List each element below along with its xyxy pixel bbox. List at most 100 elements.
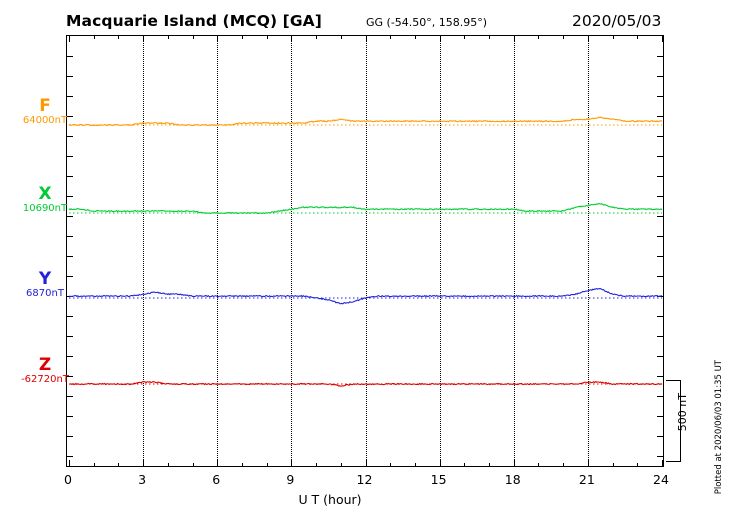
y-tick-right xyxy=(657,256,664,257)
component-baseline-X: 10690nT xyxy=(22,203,68,214)
y-tick-right xyxy=(657,396,664,397)
y-tick-right xyxy=(657,456,664,457)
x-tick-10 xyxy=(316,463,318,467)
component-baseline-Y: 6870nT xyxy=(26,288,64,299)
x-tick-top-20 xyxy=(563,35,565,39)
y-tick-left xyxy=(66,116,73,117)
scale-bar xyxy=(666,380,682,462)
x-tick-label-12: 12 xyxy=(356,472,373,487)
x-tick-top-2 xyxy=(118,35,120,39)
x-tick-label-15: 15 xyxy=(430,472,447,487)
x-tick-top-5 xyxy=(192,35,194,39)
x-tick-19 xyxy=(538,463,540,467)
x-tick-12 xyxy=(365,460,367,467)
y-tick-left xyxy=(66,256,73,257)
x-tick-4 xyxy=(167,463,169,467)
trace-layer xyxy=(68,116,663,387)
grid-line-3 xyxy=(143,36,145,466)
y-tick-right xyxy=(657,436,664,437)
x-tick-14 xyxy=(414,463,416,467)
x-tick-top-23 xyxy=(637,35,639,39)
component-letter-Z: Z xyxy=(38,355,52,375)
y-tick-left xyxy=(66,276,73,277)
trace-F xyxy=(68,116,663,127)
x-tick-5 xyxy=(192,463,194,467)
x-tick-top-7 xyxy=(241,35,243,39)
y-tick-right xyxy=(657,376,664,377)
y-tick-left xyxy=(66,156,73,157)
x-tick-13 xyxy=(390,463,392,467)
plot-inner xyxy=(66,35,664,467)
x-tick-20 xyxy=(563,463,565,467)
x-tick-17 xyxy=(489,463,491,467)
scale-bar-top-tick xyxy=(666,380,681,381)
x-tick-21 xyxy=(587,460,589,467)
y-tick-left xyxy=(66,456,73,457)
x-tick-label-3: 3 xyxy=(138,472,147,487)
trace-X xyxy=(68,202,663,215)
y-tick-right xyxy=(657,416,664,417)
x-tick-top-15 xyxy=(439,35,441,42)
trace-Z xyxy=(68,380,663,387)
x-tick-15 xyxy=(439,460,441,467)
x-tick-top-9 xyxy=(291,35,293,42)
plotted-at-label: Plotted at 2020/06/03 01:35 UT xyxy=(714,360,724,495)
y-tick-right xyxy=(657,56,664,57)
x-tick-8 xyxy=(266,463,268,467)
y-tick-right xyxy=(657,276,664,277)
x-tick-label-18: 18 xyxy=(504,472,521,487)
magnetogram-plot xyxy=(66,35,664,467)
x-tick-18 xyxy=(513,460,515,467)
date-label: 2020/05/03 xyxy=(572,12,662,30)
x-tick-3 xyxy=(143,460,145,467)
component-baseline-Z: -62720nT xyxy=(21,374,69,385)
x-tick-top-22 xyxy=(612,35,614,39)
y-tick-right xyxy=(657,216,664,217)
x-tick-top-21 xyxy=(587,35,589,42)
y-tick-left xyxy=(66,396,73,397)
scale-bar-line xyxy=(680,380,681,462)
x-tick-top-16 xyxy=(464,35,466,39)
x-tick-top-0 xyxy=(69,35,70,42)
x-tick-6 xyxy=(217,460,219,467)
y-tick-left xyxy=(66,416,73,417)
x-tick-top-1 xyxy=(93,35,95,39)
geographic-coordinates: GG (-54.50°, 158.95°) xyxy=(366,16,488,29)
y-tick-right xyxy=(657,236,664,237)
x-tick-1 xyxy=(93,463,95,467)
x-tick-22 xyxy=(612,463,614,467)
x-tick-24 xyxy=(662,460,663,467)
y-tick-right xyxy=(657,336,664,337)
y-tick-left xyxy=(66,356,73,357)
x-tick-23 xyxy=(637,463,639,467)
x-tick-top-10 xyxy=(316,35,318,39)
x-tick-top-24 xyxy=(662,35,663,42)
grid-line-9 xyxy=(291,36,293,466)
y-tick-right xyxy=(657,116,664,117)
x-tick-top-11 xyxy=(340,35,342,39)
x-tick-label-0: 0 xyxy=(64,472,72,487)
grid-line-18 xyxy=(513,36,515,466)
grid-line-6 xyxy=(217,36,219,466)
x-tick-label-6: 6 xyxy=(212,472,221,487)
component-letter-Y: Y xyxy=(38,269,52,289)
x-tick-7 xyxy=(241,463,243,467)
y-tick-right xyxy=(657,176,664,177)
y-tick-left xyxy=(66,176,73,177)
x-tick-2 xyxy=(118,463,120,467)
x-tick-top-13 xyxy=(390,35,392,39)
x-tick-11 xyxy=(340,463,342,467)
y-tick-left xyxy=(66,96,73,97)
y-tick-left xyxy=(66,316,73,317)
x-tick-label-24: 24 xyxy=(653,472,669,487)
y-tick-left xyxy=(66,436,73,437)
x-tick-top-14 xyxy=(414,35,416,39)
y-tick-left xyxy=(66,376,73,377)
scale-bar-bottom-tick xyxy=(666,461,681,462)
x-axis-title: U T (hour) xyxy=(298,492,362,507)
y-tick-right xyxy=(657,156,664,157)
y-tick-right xyxy=(657,316,664,317)
y-tick-left xyxy=(66,136,73,137)
y-tick-left xyxy=(66,236,73,237)
